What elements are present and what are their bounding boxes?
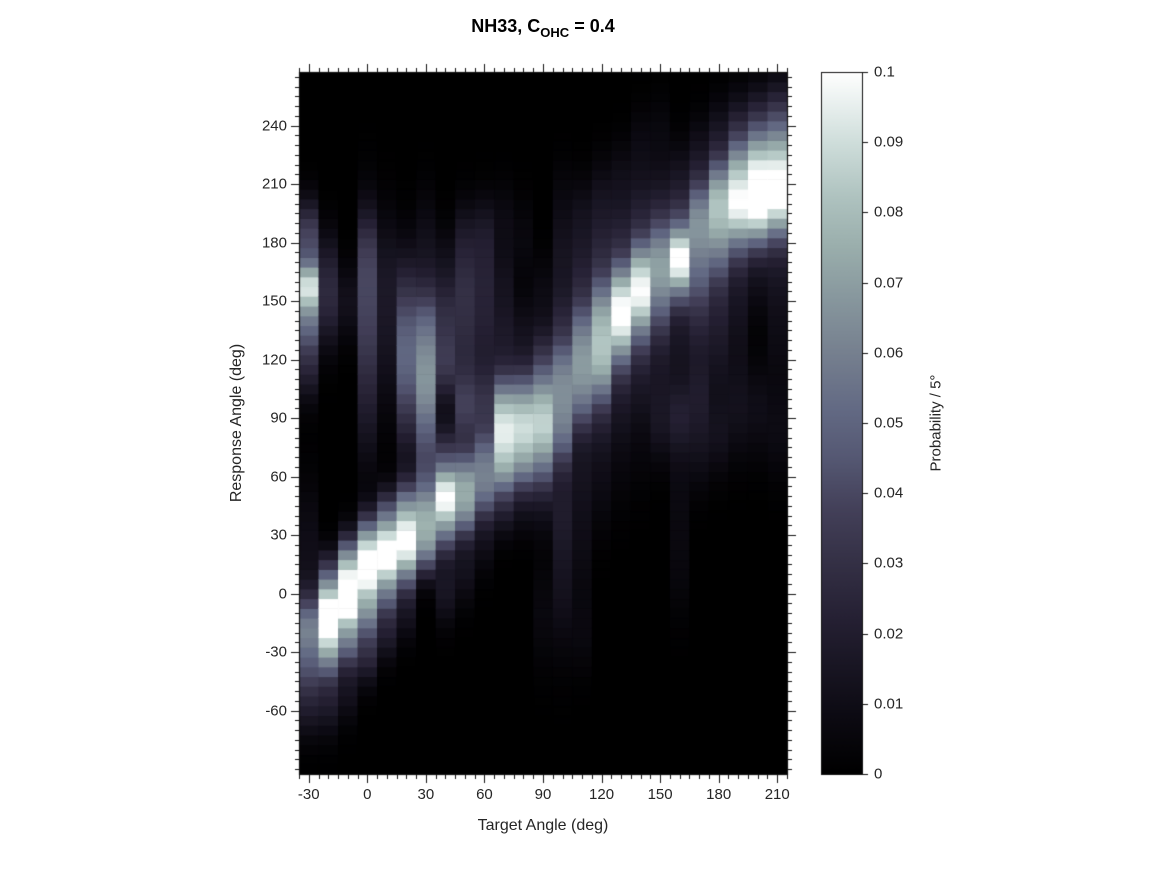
plot-title-subscript: OHC (540, 25, 570, 40)
y-tick-label: -60 (265, 702, 287, 720)
y-tick-label: 120 (261, 351, 287, 369)
plot-title: NH33, COHC = 0.4 (471, 16, 615, 40)
x-tick-label: 60 (476, 786, 493, 803)
plot-title-prefix: NH33, C (471, 16, 541, 36)
colorbar-tick-label: 0.1 (874, 63, 895, 81)
plot-title-suffix: = 0.4 (569, 16, 615, 36)
y-tick-label: 180 (261, 234, 287, 252)
y-tick-label: 150 (261, 292, 287, 310)
y-axis-label: Response Angle (deg) (228, 343, 245, 503)
colorbar-tick-label: 0 (874, 765, 883, 783)
y-tick-label: 210 (261, 175, 287, 193)
x-tick-label: 210 (764, 786, 790, 803)
colorbar-tick-label: 0.07 (874, 274, 904, 292)
y-tick-label: 240 (261, 117, 287, 135)
y-tick-label: -30 (265, 643, 287, 661)
x-tick-label: 120 (589, 786, 615, 803)
x-tick-label: 150 (647, 786, 673, 803)
x-tick-label: -30 (297, 786, 320, 803)
colorbar-tick-label: 0.05 (874, 414, 904, 432)
x-tick-label: 90 (534, 786, 552, 803)
colorbar-tick-label: 0.03 (874, 554, 904, 572)
x-tick-label: 0 (363, 786, 372, 803)
colorbar-tick-label: 0.08 (874, 203, 904, 221)
y-tick-label: 60 (270, 468, 287, 486)
y-tick-label: 90 (270, 409, 287, 427)
colorbar-label: Probability / 5° (927, 374, 945, 472)
colorbar-tick-label: 0.06 (874, 344, 904, 362)
colorbar-tick-label: 0.01 (874, 695, 904, 713)
colorbar-tick-label: 0.02 (874, 625, 904, 643)
colorbar-tick-label: 0.09 (874, 133, 904, 151)
x-tick-label: 180 (706, 786, 732, 803)
y-tick-label: 0 (278, 585, 287, 603)
y-tick-label: 30 (270, 526, 287, 544)
x-tick-label: 30 (417, 786, 435, 803)
x-axis-label: Target Angle (deg) (477, 817, 609, 834)
colorbar-tick-label: 0.04 (874, 484, 904, 502)
